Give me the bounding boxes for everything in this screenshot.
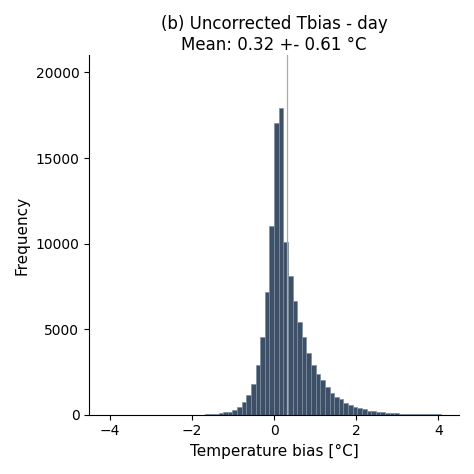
- Bar: [297, 322, 302, 415]
- Bar: [320, 380, 325, 415]
- Bar: [325, 387, 329, 415]
- Bar: [339, 399, 344, 415]
- Bar: [390, 413, 394, 415]
- Bar: [279, 108, 283, 415]
- Bar: [260, 337, 265, 415]
- Bar: [371, 411, 376, 415]
- Bar: [381, 412, 385, 415]
- Bar: [362, 409, 366, 415]
- Bar: [232, 410, 237, 415]
- Bar: [302, 337, 306, 415]
- Y-axis label: Frequency: Frequency: [15, 195, 30, 274]
- Bar: [219, 413, 223, 415]
- Bar: [223, 412, 228, 415]
- Bar: [265, 292, 269, 415]
- Bar: [214, 414, 219, 415]
- Bar: [311, 365, 316, 415]
- Bar: [344, 403, 348, 415]
- Bar: [329, 392, 334, 415]
- Bar: [292, 301, 297, 415]
- Bar: [353, 407, 357, 415]
- Bar: [269, 226, 274, 415]
- Bar: [288, 276, 292, 415]
- Bar: [394, 413, 399, 415]
- Bar: [376, 412, 381, 415]
- Title: (b) Uncorrected Tbias - day
Mean: 0.32 +- 0.61 °C: (b) Uncorrected Tbias - day Mean: 0.32 +…: [161, 15, 387, 54]
- Bar: [348, 405, 353, 415]
- Bar: [242, 402, 246, 415]
- Bar: [228, 412, 232, 415]
- Bar: [246, 395, 251, 415]
- Bar: [306, 353, 311, 415]
- Bar: [399, 414, 403, 415]
- Bar: [334, 397, 339, 415]
- Bar: [357, 408, 362, 415]
- Bar: [408, 414, 413, 415]
- Bar: [316, 374, 320, 415]
- Bar: [366, 411, 371, 415]
- Bar: [251, 383, 255, 415]
- Bar: [403, 414, 408, 415]
- X-axis label: Temperature bias [°C]: Temperature bias [°C]: [190, 444, 358, 459]
- Bar: [255, 365, 260, 415]
- Bar: [237, 407, 242, 415]
- Bar: [385, 413, 390, 415]
- Bar: [283, 242, 288, 415]
- Bar: [274, 123, 279, 415]
